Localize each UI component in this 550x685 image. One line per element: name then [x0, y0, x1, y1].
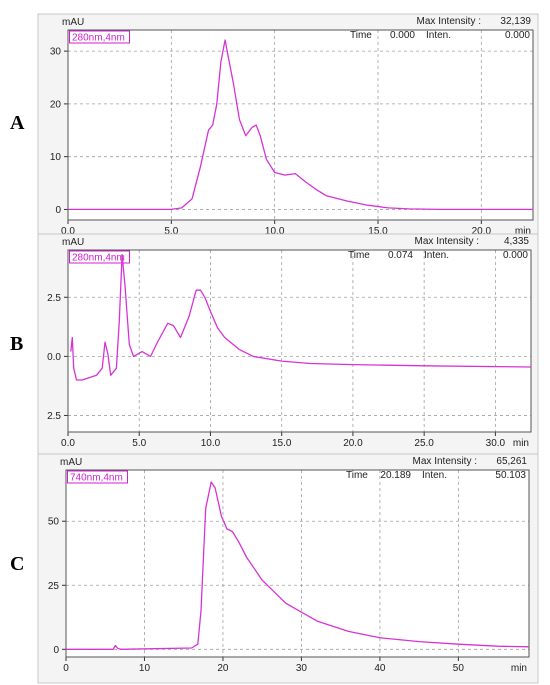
time-label: Time: [348, 250, 370, 261]
max-intensity-label: Max Intensity :: [417, 16, 481, 27]
inten-label: Inten.: [426, 30, 451, 41]
x-tick-label: 20.0: [472, 226, 492, 237]
plot-area-1: [68, 250, 531, 432]
panel-letter-a: A: [10, 112, 25, 134]
wavelength-badge-text: 280nm,4nm: [72, 33, 125, 44]
x-tick-label: 0.0: [61, 438, 75, 449]
time-label: Time: [350, 30, 372, 41]
x-tick-label: 20: [217, 663, 229, 674]
y-axis-unit: mAU: [62, 237, 84, 248]
x-tick-label: 25.0: [414, 438, 434, 449]
y-tick-label: 10: [50, 152, 62, 163]
x-tick-label: 5.0: [132, 438, 146, 449]
x-tick-label: 20.0: [343, 438, 363, 449]
y-tick-label: 2.5: [47, 411, 61, 422]
max-intensity-value: 65,261: [496, 456, 527, 467]
wavelength-badge: [69, 250, 130, 264]
panel-letter-c: C: [10, 553, 25, 575]
chromatogram-trace-1-0: [70, 254, 532, 381]
wavelength-badge-text: 740nm,4nm: [70, 473, 123, 484]
y-tick-label: 25: [48, 581, 60, 592]
x-tick-label: 30: [296, 663, 308, 674]
y-tick-label: 0: [55, 205, 61, 216]
y-tick-label: 0.0: [47, 352, 61, 363]
x-tick-label: 5.0: [164, 226, 178, 237]
plot-frame-1: [67, 249, 532, 433]
time-value: 20.189: [380, 470, 411, 481]
max-intensity-value: 4,335: [504, 236, 529, 247]
x-axis-unit: min: [513, 438, 529, 449]
max-intensity-label: Max Intensity :: [413, 456, 477, 467]
panel-letter-b: B: [10, 333, 24, 355]
y-tick-label: 30: [50, 47, 62, 58]
x-tick-label: 0.0: [61, 226, 75, 237]
x-tick-label: 10.0: [201, 438, 221, 449]
chromatogram-trace-0-0: [68, 39, 533, 211]
inten-value: 0.000: [505, 30, 530, 41]
y-tick-label: 2.5: [47, 293, 61, 304]
x-tick-label: 15.0: [272, 438, 292, 449]
max-intensity-value: 32,139: [500, 16, 531, 27]
x-axis-unit: min: [515, 226, 531, 237]
x-tick-label: 50: [453, 663, 465, 674]
inten-label: Inten.: [424, 250, 449, 261]
y-axis-unit: mAU: [60, 457, 82, 468]
y-tick-label: 50: [48, 517, 60, 528]
plot-frame-0: [67, 29, 534, 221]
x-tick-label: 30.0: [486, 438, 506, 449]
plot-area-2: [66, 470, 529, 657]
x-tick-label: 40: [374, 663, 386, 674]
x-tick-label: 10.0: [265, 226, 285, 237]
x-tick-label: 0: [63, 663, 69, 674]
inten-value: 50.103: [495, 470, 526, 481]
wavelength-badge: [67, 470, 128, 484]
x-axis-unit: min: [511, 663, 527, 674]
y-axis-unit: mAU: [62, 17, 84, 28]
max-intensity-label: Max Intensity :: [415, 236, 479, 247]
y-tick-label: 0: [53, 645, 59, 656]
wavelength-badge-text: 280nm,4nm: [72, 253, 125, 264]
time-value: 0.074: [388, 250, 413, 261]
x-tick-label: 15.0: [368, 226, 388, 237]
y-tick-label: 20: [50, 99, 62, 110]
inten-value: 0.000: [503, 250, 528, 261]
plot-area-0: [68, 30, 533, 220]
plot-frame-2: [65, 469, 530, 658]
chromatogram-trace-2-0: [66, 481, 530, 650]
x-tick-label: 10: [139, 663, 151, 674]
inten-label: Inten.: [422, 470, 447, 481]
time-label: Time: [346, 470, 368, 481]
wavelength-badge: [69, 30, 130, 44]
time-value: 0.000: [390, 30, 415, 41]
